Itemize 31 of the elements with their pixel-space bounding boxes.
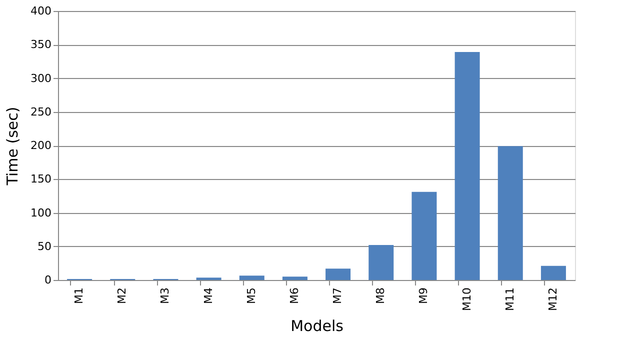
y-tick-label: 0 <box>44 274 52 286</box>
x-tick-label: M2 <box>116 288 129 304</box>
x-tick-label: M4 <box>202 288 215 304</box>
y-tick-label: 50 <box>38 240 52 253</box>
bar <box>368 245 394 280</box>
x-tick-label: M8 <box>374 288 388 304</box>
x-tick-label: M11 <box>503 288 516 311</box>
bar <box>454 52 480 280</box>
x-tick-label: M10 <box>460 288 474 311</box>
x-tick-label: M5 <box>244 288 258 304</box>
y-tick-label: 300 <box>30 72 52 85</box>
x-tick-label: M6 <box>288 288 301 304</box>
x-tick-label: M7 <box>331 288 344 304</box>
x-tick-label: M1 <box>72 288 86 304</box>
y-tick-label: 200 <box>30 139 52 152</box>
y-tick-label: 150 <box>30 172 52 186</box>
bar <box>412 192 437 280</box>
bar <box>326 268 351 280</box>
y-tick-label: 400 <box>30 4 52 18</box>
y-tick-label: 100 <box>30 206 52 220</box>
bar <box>540 266 566 280</box>
x-axis-title: Models <box>290 316 344 335</box>
bar <box>239 276 264 280</box>
y-axis-title: Time (sec) <box>4 106 22 186</box>
bar <box>282 276 308 280</box>
x-tick-label: M9 <box>417 288 430 304</box>
y-tick-label: 250 <box>30 105 52 118</box>
bar <box>498 146 523 280</box>
x-tick-label: M12 <box>546 288 560 311</box>
x-tick-label: M3 <box>158 288 172 304</box>
y-tick-label: 350 <box>30 38 52 52</box>
